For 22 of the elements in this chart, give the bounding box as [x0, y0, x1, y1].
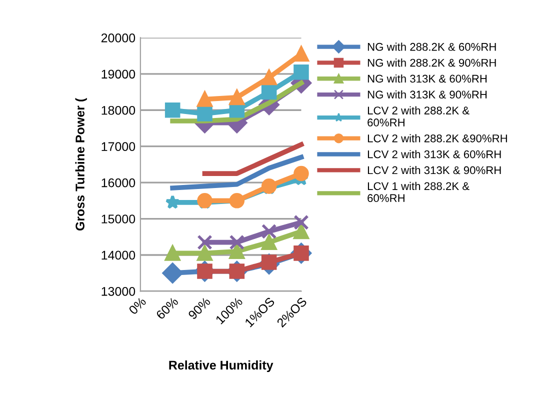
legend-label: LCV 2 with 313K & 90%RH	[368, 166, 501, 174]
legend-label: NG with 313K & 60%RH	[368, 74, 487, 83]
x-axis-title: Relative Humidity	[169, 360, 274, 372]
y-axis-title: Gross Turbine Power (	[75, 98, 87, 231]
y-tick-label: 19000	[102, 70, 136, 79]
y-tick-label: 17000	[102, 142, 136, 152]
y-tick-label: 14000	[102, 250, 136, 260]
legend-label: LCV 2 with 313K & 60%RH	[368, 150, 501, 158]
y-tick-label: 20000	[101, 34, 136, 42]
y-tick-label: 15000	[102, 214, 136, 224]
x-tick-label: 60%	[156, 296, 179, 320]
y-tick-label: 13000	[102, 287, 136, 296]
legend-label: LCV 2 with 288.2K &90%RH	[368, 134, 507, 142]
x-tick-label: 90%	[188, 296, 211, 320]
y-tick-label: 18000	[102, 106, 136, 115]
x-tick-label: 0%	[128, 296, 147, 315]
legend-label: NG with 288.2K & 90%RH	[368, 58, 496, 67]
legend-label: LCV 2 with 288.2K & 60%RH	[368, 106, 470, 126]
legend-label: NG with 313K & 90%RH	[368, 90, 487, 99]
legend-label: LCV 1 with 288.2K & 60%RH	[368, 182, 470, 202]
y-tick-label: 16000	[102, 178, 136, 188]
legend-label: NG with 288.2K & 60%RH	[368, 42, 496, 51]
